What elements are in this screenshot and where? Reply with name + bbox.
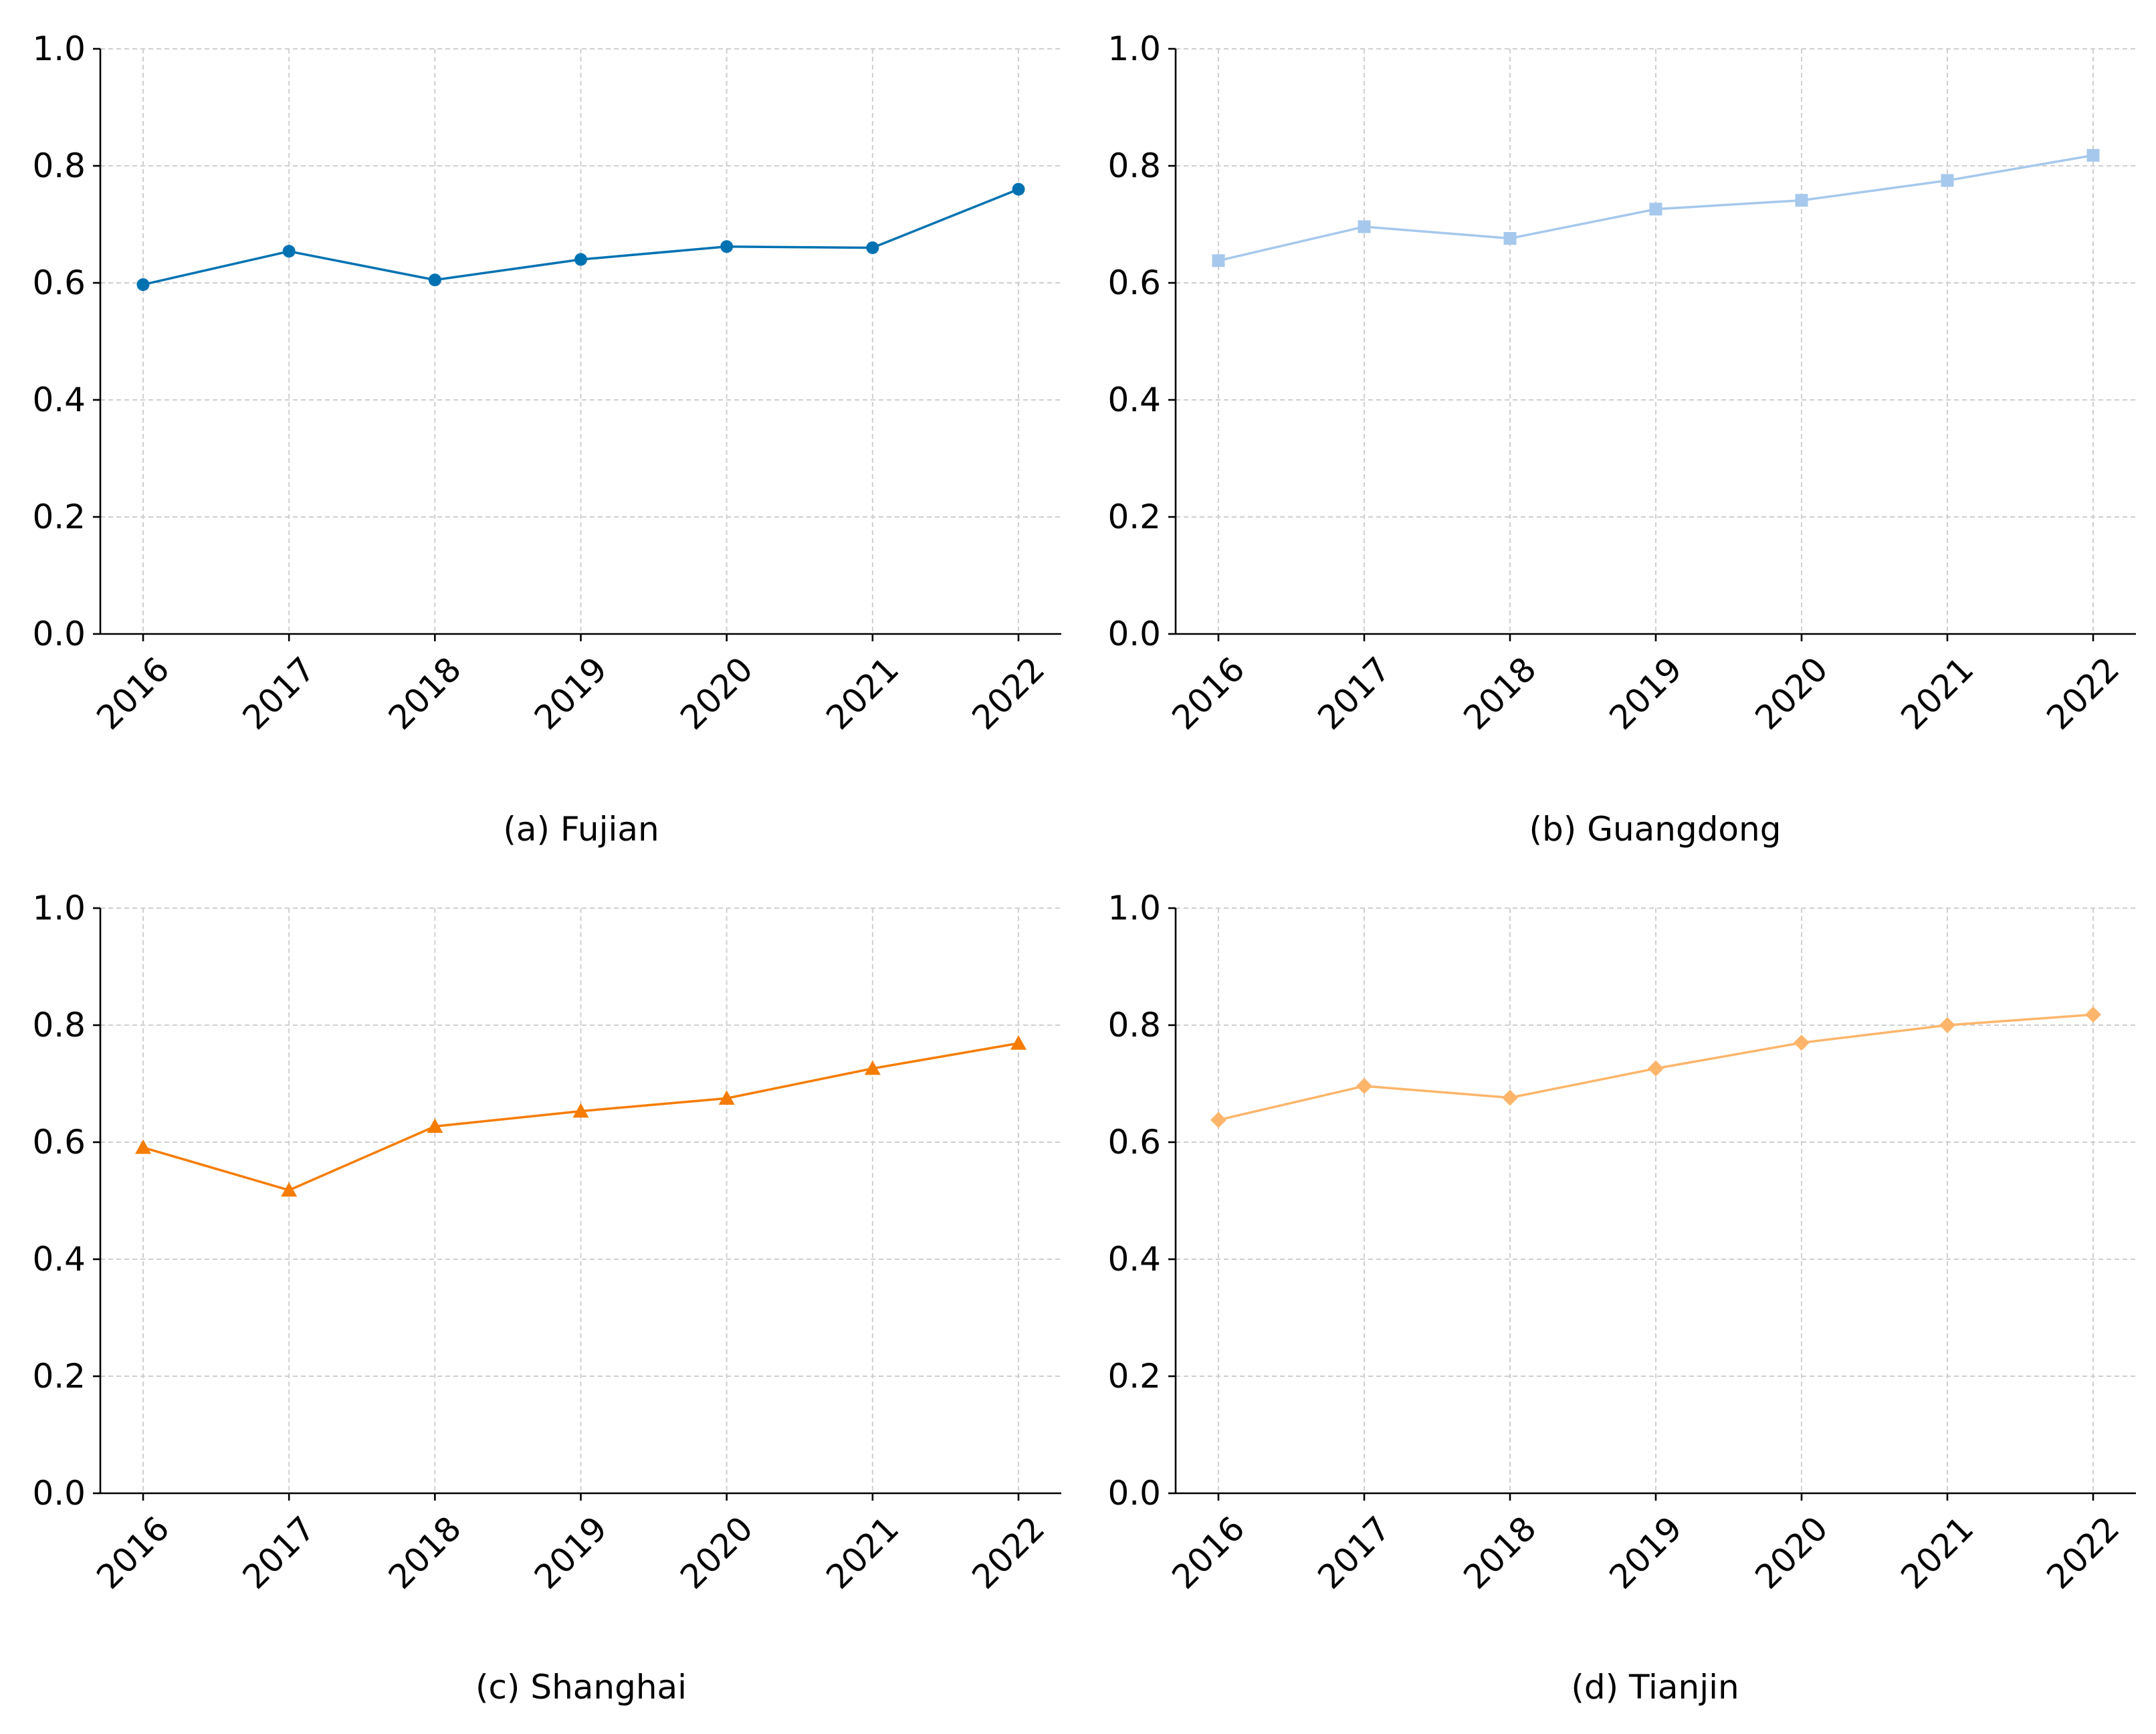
x-tick-label: 2021	[819, 649, 906, 737]
data-point	[135, 1139, 151, 1154]
y-tick-label: 0.8	[1107, 146, 1161, 185]
y-tick-label: 0.0	[32, 1474, 86, 1513]
x-tick-label: 2020	[673, 649, 760, 737]
data-point	[1648, 1060, 1664, 1077]
data-point	[1941, 174, 1954, 187]
data-point	[720, 240, 734, 253]
x-tick-label: 2016	[1165, 649, 1253, 737]
panel-shanghai: (c) Shanghai 0.0 0.2 0.4 0.6 0.8 1.0 2016 2017 2…	[32, 889, 1061, 1707]
panel-caption: (c) Shanghai	[475, 1668, 687, 1707]
y-tick-label: 0.4	[32, 1240, 86, 1279]
x-tick-label: 2017	[1311, 649, 1398, 737]
x-tick-label: 2019	[527, 649, 615, 737]
y-tick-label: 0.6	[32, 1123, 86, 1162]
panel-tianjin: (d) Tianjin 0.0 0.2 0.4 0.6 0.8 1.0 2016 2017 20…	[1107, 889, 2136, 1707]
y-tick-label: 0.8	[32, 1006, 86, 1045]
y-tick-label: 0.2	[1107, 1357, 1161, 1396]
data-point	[1795, 194, 1808, 207]
y-tick-label: 0.8	[1107, 1006, 1161, 1045]
x-tick-label: 2022	[2040, 1509, 2127, 1596]
data-point	[572, 1103, 589, 1118]
x-tick-label: 2020	[1748, 1509, 1836, 1596]
x-tick-label: 2016	[1165, 1509, 1253, 1596]
x-tick-label: 2019	[527, 1509, 615, 1596]
panel-caption: (a) Fujian	[503, 810, 659, 849]
data-point	[1010, 1035, 1027, 1050]
x-tick-label: 2020	[673, 1509, 760, 1596]
x-tick-label: 2021	[1894, 649, 1981, 737]
data-point	[1012, 183, 1025, 196]
x-tick-label: 2022	[965, 1509, 1053, 1596]
x-tick-label: 2019	[1602, 649, 1690, 737]
data-point	[718, 1090, 735, 1105]
x-tick-label: 2022	[2040, 649, 2127, 737]
data-point	[1502, 1089, 1518, 1106]
x-tick-label: 2021	[819, 1509, 906, 1596]
y-tick-label: 0.6	[1107, 1123, 1161, 1162]
x-tick-label: 2022	[965, 649, 1053, 737]
data-point	[1503, 232, 1517, 245]
y-tick-label: 1.0	[1107, 29, 1161, 68]
data-point	[427, 1118, 443, 1133]
data-point	[1794, 1035, 1810, 1051]
y-tick-label: 0.0	[32, 615, 86, 653]
x-tick-label: 2020	[1748, 649, 1836, 737]
data-point	[1210, 1111, 1226, 1128]
x-tick-label: 2019	[1602, 1509, 1690, 1596]
x-tick-label: 2017	[235, 1509, 323, 1596]
x-tick-label: 2018	[381, 1509, 469, 1596]
y-tick-label: 1.0	[1107, 889, 1161, 928]
data-point	[1649, 203, 1662, 216]
x-tick-label: 2018	[1457, 649, 1544, 737]
y-tick-label: 1.0	[32, 889, 86, 928]
y-tick-label: 0.2	[32, 1357, 86, 1396]
x-tick-label: 2018	[1457, 1509, 1544, 1596]
data-point	[2085, 1006, 2101, 1023]
x-tick-label: 2017	[1311, 1509, 1398, 1596]
data-point	[282, 245, 296, 258]
y-tick-label: 1.0	[32, 29, 86, 68]
data-point	[1212, 254, 1225, 267]
data-point	[864, 1060, 881, 1075]
x-tick-label: 2018	[381, 649, 469, 737]
y-tick-label: 0.8	[32, 146, 86, 185]
data-point	[1939, 1017, 1955, 1033]
y-tick-label: 0.4	[1107, 1240, 1161, 1279]
panel-caption: (b) Guangdong	[1529, 810, 1782, 849]
data-point	[281, 1182, 298, 1197]
data-point	[1358, 220, 1371, 233]
x-tick-label: 2021	[1894, 1509, 1981, 1596]
data-point	[1356, 1078, 1372, 1094]
y-tick-label: 0.0	[1107, 615, 1161, 653]
y-tick-label: 0.6	[1107, 263, 1161, 302]
y-tick-label: 0.4	[1107, 381, 1161, 419]
y-tick-label: 0.6	[32, 263, 86, 302]
data-point	[2086, 148, 2100, 162]
y-tick-label: 0.4	[32, 381, 86, 419]
panel-fujian: (a) Fujian 0.0 0.2 0.4 0.6 0.8 1.0 2016 2017 201…	[32, 29, 1061, 849]
data-point	[136, 278, 150, 292]
data-point	[574, 253, 587, 266]
x-tick-label: 2016	[90, 1509, 177, 1596]
data-point	[428, 274, 441, 287]
y-tick-label: 0.0	[1107, 1474, 1161, 1513]
panel-caption: (d) Tianjin	[1571, 1668, 1739, 1707]
x-tick-label: 2016	[90, 649, 177, 737]
x-tick-label: 2017	[235, 649, 323, 737]
panel-guangdong: (b) Guangdong 0.0 0.2 0.4 0.6 0.8 1.0 2016 2017…	[1107, 29, 2136, 849]
y-tick-label: 0.2	[32, 498, 86, 536]
data-point	[866, 241, 879, 254]
y-tick-label: 0.2	[1107, 498, 1161, 536]
